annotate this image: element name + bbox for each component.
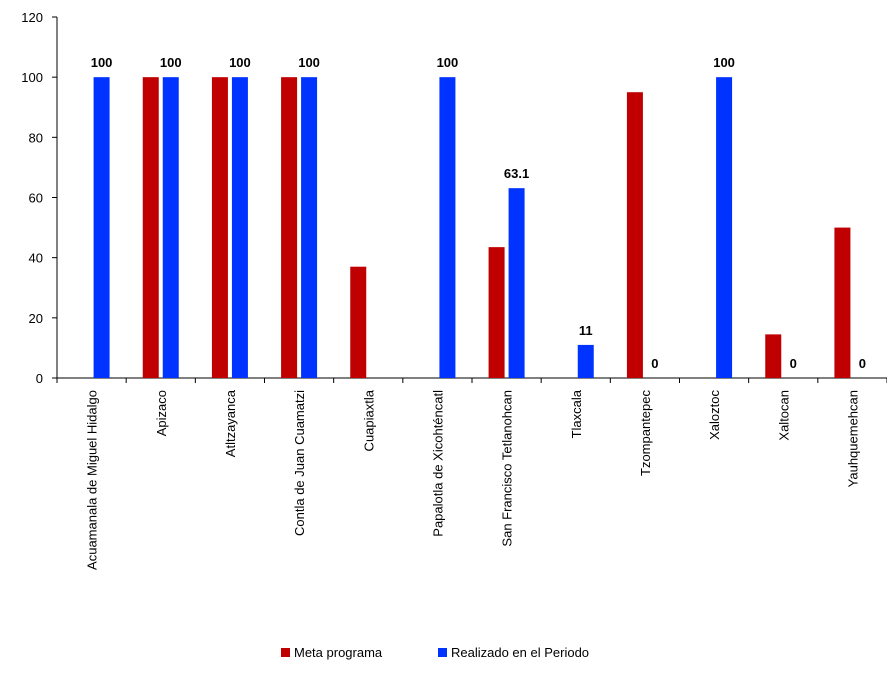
bar-meta-programa xyxy=(488,247,505,378)
legend-swatch-realizado xyxy=(438,648,447,657)
x-tick-label: Papalotla de Xicohténcatl xyxy=(430,390,445,537)
y-tick-label: 20 xyxy=(29,311,43,326)
axes: 0 20 40 60 80 100 120 Acuamanala de Miguel Hida… xyxy=(21,10,887,570)
legend-label-meta-programa: Meta programa xyxy=(294,645,383,660)
bar-meta-programa xyxy=(765,334,782,378)
x-tick-label: Apizaco xyxy=(154,390,169,436)
y-tick-label: 60 xyxy=(29,191,43,206)
bar-meta-programa xyxy=(281,77,298,379)
x-tick-label: Cuapiaxtla xyxy=(361,389,376,451)
bar-meta-programa xyxy=(142,77,159,379)
bar-realizado xyxy=(439,77,456,379)
x-tick-label: Tzompantepec xyxy=(638,390,653,476)
y-tick-label: 80 xyxy=(29,130,43,145)
data-label: 100 xyxy=(91,55,113,70)
data-label: 0 xyxy=(859,356,866,371)
x-tick-label: Contla de Juan Cuamatzi xyxy=(292,390,307,536)
bar-meta-programa xyxy=(211,77,228,379)
x-tick-label: Xaloztoc xyxy=(707,390,722,440)
legend-label-realizado: Realizado en el Periodo xyxy=(451,645,589,660)
x-tick-label: Atltzayanca xyxy=(223,389,238,457)
bar-meta-programa xyxy=(834,227,851,378)
data-label: 100 xyxy=(298,55,320,70)
y-tick-label: 120 xyxy=(21,10,43,25)
data-label: 100 xyxy=(713,55,735,70)
x-tick-label: Tlaxcala xyxy=(569,389,584,438)
data-label: 100 xyxy=(229,55,251,70)
bar-meta-programa xyxy=(626,92,643,378)
bar-realizado xyxy=(301,77,318,379)
data-labels: 100 100 100 100 100 63.1 11 0 100 0 0 xyxy=(91,55,866,371)
y-tick-label: 0 xyxy=(36,371,43,386)
bar-meta-programa xyxy=(350,266,367,378)
data-label: 100 xyxy=(160,55,182,70)
legend-swatch-meta-programa xyxy=(281,648,290,657)
bar-realizado xyxy=(716,77,733,379)
x-tick-label: Xaltocan xyxy=(776,390,791,441)
x-tick-label: Yauhquemehcan xyxy=(845,390,860,487)
data-label: 0 xyxy=(651,356,658,371)
legend: Meta programa Realizado en el Periodo xyxy=(281,645,589,660)
bars xyxy=(93,77,851,379)
bar-realizado xyxy=(93,77,110,379)
data-label: 100 xyxy=(437,55,459,70)
bar-realizado xyxy=(508,188,525,378)
bar-realizado xyxy=(162,77,179,379)
data-label: 11 xyxy=(579,323,593,338)
data-label: 63.1 xyxy=(504,166,529,181)
x-tick-label: San Francisco Tetlanohcan xyxy=(500,390,515,547)
x-tick-label: Acuamanala de Miguel Hidalgo xyxy=(85,390,100,570)
bar-realizado xyxy=(231,77,248,379)
y-tick-label: 100 xyxy=(21,70,43,85)
data-label: 0 xyxy=(790,356,797,371)
bar-realizado xyxy=(577,344,594,378)
y-tick-label: 40 xyxy=(29,251,43,266)
